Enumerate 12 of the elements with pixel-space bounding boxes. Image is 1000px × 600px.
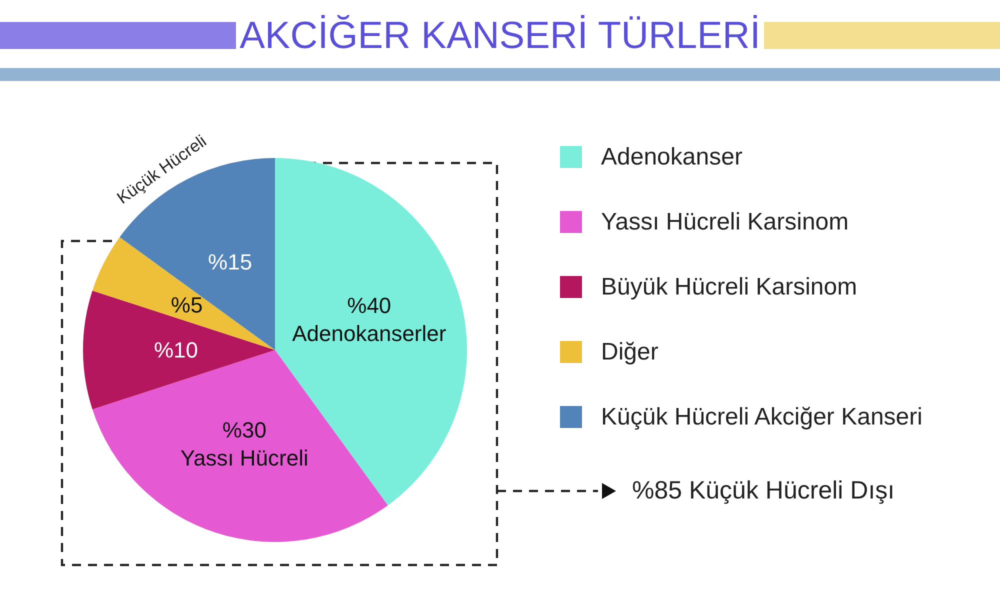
legend-label: Adenokanser (601, 144, 742, 170)
data-label: %30 Yassı Hücreli (180, 418, 308, 471)
data-label: %10 (154, 338, 198, 362)
legend-label: Küçük Hücreli Akciğer Kanseri (601, 404, 922, 430)
legend-label: Diğer (601, 338, 658, 366)
legend-label: Büyük Hücreli Karsinom (601, 274, 858, 300)
data-label: %15 (208, 249, 252, 274)
data-label: %40 Adenokanserler (292, 292, 446, 346)
chart-title: AKCİĞER KANSERİ TÜRLERİ (240, 14, 760, 57)
data-label: %5 (170, 292, 203, 318)
text: %85 Küçük Hücreli Dışı (632, 476, 895, 504)
legend-label: Yassı Hücreli Karsinom (601, 208, 849, 236)
